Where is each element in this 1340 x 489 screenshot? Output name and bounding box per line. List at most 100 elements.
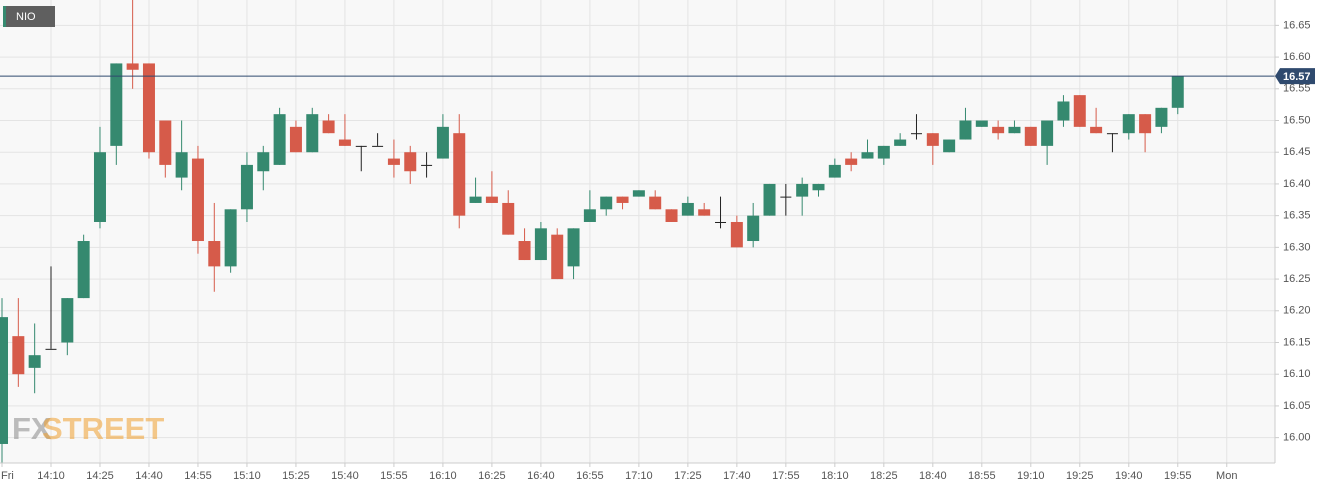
- y-tick-label: 16.00: [1283, 432, 1311, 444]
- candle-body: [1057, 101, 1070, 121]
- candle-body: [583, 209, 596, 222]
- x-tick-label: 14:25: [86, 470, 114, 482]
- x-tick-label: 19:25: [1066, 470, 1094, 482]
- x-tick-label: Fri: [1, 470, 14, 482]
- candle-body: [453, 133, 466, 216]
- candle-body: [861, 152, 874, 159]
- candle-body: [1155, 107, 1168, 127]
- candle-body: [567, 228, 580, 267]
- candle-body: [828, 164, 841, 178]
- candle-body: [436, 126, 449, 159]
- candle-body: [0, 317, 8, 444]
- candle-body: [372, 145, 384, 147]
- candle-body: [1008, 126, 1021, 134]
- candle-body: [600, 196, 613, 210]
- watermark: FX STREET: [12, 411, 164, 446]
- y-tick-label: 16.40: [1283, 178, 1311, 190]
- candle-body: [698, 209, 711, 216]
- y-tick-label: 16.50: [1283, 114, 1311, 126]
- candle-body: [273, 114, 286, 165]
- y-tick-label: 16.15: [1283, 336, 1311, 348]
- candle-body: [796, 183, 809, 197]
- candle-body: [224, 209, 237, 267]
- watermark-street: STREET: [42, 411, 164, 446]
- candle-body: [110, 63, 123, 146]
- candle-body: [142, 63, 155, 153]
- candle-body: [45, 348, 57, 350]
- candle-body: [763, 183, 776, 216]
- candle-body: [730, 221, 743, 248]
- candle-body: [93, 152, 106, 222]
- last-price-label: 16.57: [1283, 71, 1311, 83]
- y-tick-label: 16.05: [1283, 400, 1311, 412]
- candle-body: [306, 114, 319, 153]
- candle-body: [257, 152, 270, 172]
- x-tick-label: 18:25: [870, 470, 898, 482]
- x-tick-label: 14:40: [135, 470, 163, 482]
- candle-body: [845, 158, 858, 165]
- x-tick-label: 14:10: [37, 470, 65, 482]
- candle-body: [551, 234, 564, 280]
- x-tick-label: 15:55: [380, 470, 408, 482]
- legend-box: [3, 6, 55, 27]
- candle-body: [1122, 114, 1135, 134]
- last-price-badge: [1275, 68, 1315, 85]
- candle-body: [1171, 76, 1184, 108]
- y-tick-label: 16.25: [1283, 273, 1311, 285]
- x-tick-label: 17:10: [625, 470, 653, 482]
- candle-body: [28, 355, 41, 368]
- candle-body: [485, 196, 498, 203]
- candle-body: [1073, 95, 1086, 127]
- candle-body: [61, 298, 74, 343]
- candle-body: [338, 139, 351, 146]
- candle-body: [959, 120, 972, 140]
- x-tick-label: 14:55: [184, 470, 212, 482]
- x-tick-label: 16:10: [429, 470, 457, 482]
- candle-body: [191, 158, 204, 242]
- x-tick-label: 19:10: [1017, 470, 1045, 482]
- candle-body: [355, 145, 367, 147]
- candle-body: [780, 196, 792, 198]
- candle-body: [534, 228, 547, 261]
- candle-body: [926, 133, 939, 146]
- y-tick-label: 16.20: [1283, 305, 1311, 317]
- x-tick-label: 18:40: [919, 470, 947, 482]
- candle-body: [77, 241, 90, 299]
- candle-body: [12, 336, 25, 375]
- candle-body: [877, 145, 890, 159]
- plot-area: [0, 0, 1275, 463]
- candle-body: [715, 221, 727, 223]
- candle-body: [943, 139, 956, 153]
- candle-body: [747, 215, 760, 242]
- x-tick-label: Mon: [1216, 470, 1237, 482]
- x-tick-label: 16:40: [527, 470, 555, 482]
- candle-body: [1139, 114, 1152, 134]
- candle-body: [289, 126, 302, 153]
- x-tick-label: 19:55: [1164, 470, 1192, 482]
- x-tick-label: 17:55: [772, 470, 800, 482]
- candle-body: [1090, 126, 1103, 134]
- candle-body: [159, 120, 172, 165]
- candle-body: [502, 202, 515, 235]
- x-tick-label: 15:40: [331, 470, 359, 482]
- candle-body: [894, 139, 907, 146]
- candle-body: [616, 196, 629, 203]
- x-tick-label: 19:40: [1115, 470, 1143, 482]
- y-tick-label: 16.60: [1283, 51, 1311, 63]
- candle-body: [910, 133, 922, 135]
- x-tick-label: 15:10: [233, 470, 261, 482]
- grid: [0, 0, 1275, 463]
- candle-body: [681, 202, 694, 216]
- x-tick-label: 18:55: [968, 470, 996, 482]
- candle-body: [518, 241, 531, 261]
- candle-body: [208, 241, 221, 267]
- legend-swatch: [3, 6, 6, 27]
- candle-body: [975, 120, 988, 127]
- axes: 16.00 16.05 16.10 16.15 16.20 16.25 16.30 16.35…: [1, 19, 1315, 482]
- candles: [0, 0, 1275, 463]
- y-tick-label: 16.55: [1283, 83, 1311, 95]
- x-tick-label: 17:40: [723, 470, 751, 482]
- candle-body: [992, 126, 1005, 134]
- candle-body: [665, 209, 678, 222]
